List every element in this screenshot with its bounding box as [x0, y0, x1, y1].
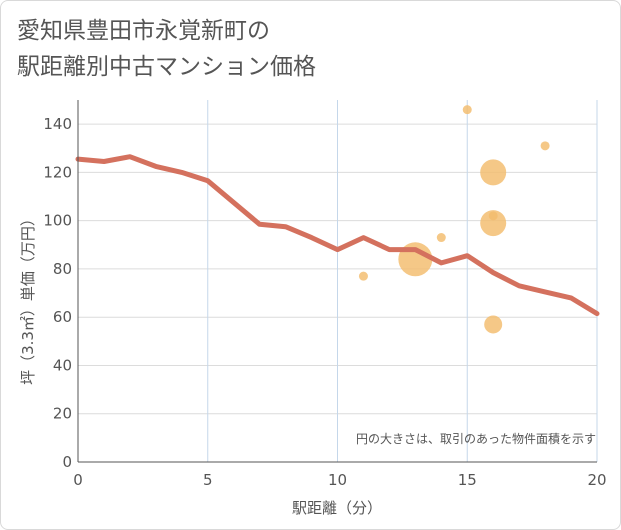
- size-note: 円の大きさは、取引のあった物件面積を示す: [356, 431, 596, 446]
- bubble-point: [540, 141, 550, 151]
- bubble-point: [480, 210, 507, 237]
- bubble-point: [480, 159, 507, 186]
- x-axis-title: 駅距離（分）: [292, 499, 382, 517]
- x-tick-label: 5: [203, 471, 213, 489]
- grid-lines: [78, 100, 598, 462]
- x-tick-label: 10: [328, 471, 347, 489]
- y-tick-label: 100: [43, 212, 72, 230]
- y-tick-label: 20: [53, 405, 72, 423]
- y-tick-label: 80: [53, 260, 72, 278]
- axes: [77, 100, 597, 463]
- x-tick-label: 20: [587, 471, 606, 489]
- bubble-point: [358, 271, 368, 281]
- line-layer: [75, 154, 600, 317]
- y-tick-label: 140: [43, 115, 72, 133]
- bubble-point: [462, 105, 472, 115]
- y-tick-label: 120: [43, 163, 72, 181]
- y-tick-label: 40: [53, 356, 72, 374]
- bubble-point: [436, 233, 446, 243]
- y-tick-label: 60: [53, 308, 72, 326]
- bubble-layer: [358, 105, 550, 334]
- y-tick-label: 0: [62, 453, 72, 471]
- tick-labels: 0 20 40 60 80 100 120 140 0 5 10 15 20: [43, 115, 606, 489]
- x-tick-label: 15: [458, 471, 477, 489]
- bubble-point: [484, 315, 503, 334]
- y-axis-title: 坪（3.3㎡）単価（万円）: [19, 211, 37, 385]
- chart-title-line-2: 駅距離別中古マンション価格: [17, 54, 316, 80]
- chart-title-line-1: 愛知県豊田市永覚新町の: [17, 18, 270, 44]
- x-tick-label: 0: [73, 471, 83, 489]
- series-line: [75, 154, 600, 317]
- chart-title: 愛知県豊田市永覚新町の 駅距離別中古マンション価格: [17, 13, 316, 85]
